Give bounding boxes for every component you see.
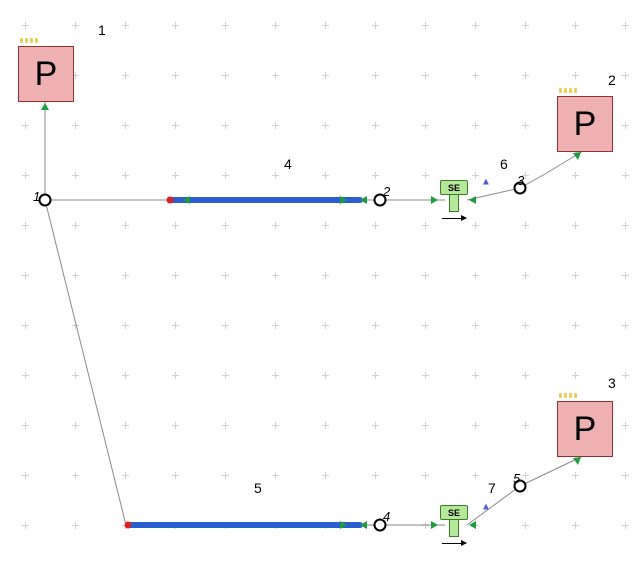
indicator-icon: ▲ — [481, 177, 491, 188]
indicator-icon: ▲ — [481, 502, 491, 513]
direction-arrow-icon — [431, 196, 438, 204]
power-block[interactable]: P — [557, 401, 613, 457]
se-component[interactable]: SE — [440, 505, 468, 537]
node-label: 4 — [383, 509, 390, 524]
power-block[interactable]: P — [18, 46, 74, 102]
power-block[interactable]: P — [557, 96, 613, 152]
se-label: SE — [448, 508, 460, 518]
direction-arrow-icon — [431, 521, 438, 529]
flow-arrow-icon — [442, 218, 466, 219]
block-index-label: 1 — [98, 22, 106, 38]
block-index-label: 3 — [608, 375, 616, 391]
junction-node[interactable] — [39, 194, 52, 207]
terminal-pins-icon — [559, 88, 577, 93]
node-label: 5 — [513, 471, 520, 486]
connector-line — [45, 200, 126, 525]
connector-line — [520, 456, 583, 486]
terminal-pins-icon — [20, 38, 38, 43]
se-component[interactable]: SE — [440, 180, 468, 212]
edge-label: 5 — [254, 480, 262, 496]
edge-label: 4 — [284, 156, 292, 172]
cable-start-dot — [167, 197, 174, 204]
direction-arrow-icon — [41, 103, 49, 110]
edge-label: 7 — [488, 480, 496, 496]
block-index-label: 2 — [608, 72, 616, 88]
node-label: 3 — [517, 173, 524, 188]
se-label: SE — [448, 183, 460, 193]
power-block-label: P — [574, 410, 597, 449]
direction-arrow-icon — [573, 457, 581, 465]
diagram-canvas: P 1 P 2 P 3 1 2 3 4 5 SE ▲ SE ▲ 4 6 5 7 — [0, 0, 635, 573]
se-body-icon — [449, 194, 459, 212]
power-block-label: P — [574, 105, 597, 144]
edge-label: 6 — [500, 156, 508, 172]
node-label: 2 — [383, 184, 390, 199]
direction-arrow-icon — [469, 196, 476, 204]
flow-arrow-icon — [442, 543, 466, 544]
power-block-label: P — [35, 55, 58, 94]
line-layer — [0, 0, 635, 573]
terminal-pins-icon — [559, 393, 577, 398]
cable-start-dot — [125, 522, 132, 529]
se-body-icon — [449, 519, 459, 537]
node-label: 1 — [33, 189, 40, 204]
